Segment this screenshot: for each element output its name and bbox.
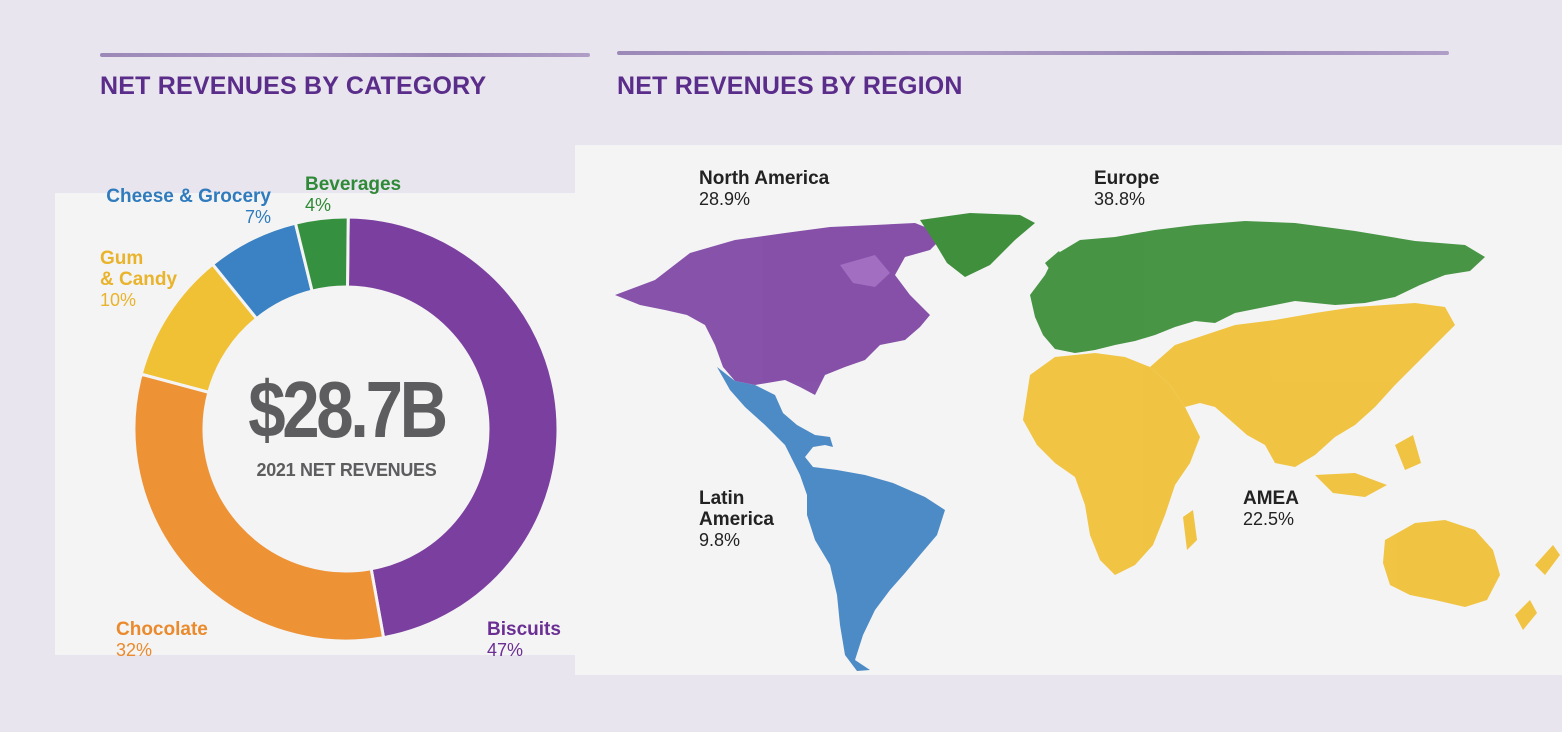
map-amea xyxy=(1023,303,1560,630)
region-label-europe: Europe 38.8% xyxy=(1094,168,1159,209)
map-greenland xyxy=(920,213,1035,277)
region-north-america-pct: 28.9% xyxy=(699,189,751,209)
label-cheese-grocery: Cheese & Grocery 7% xyxy=(98,186,271,227)
label-cheese-grocery-pct: 7% xyxy=(244,207,271,227)
label-biscuits: Biscuits 47% xyxy=(487,619,561,660)
region-label-amea: AMEA 22.5% xyxy=(1243,488,1299,529)
label-biscuits-pct: 47% xyxy=(487,640,524,660)
label-beverages: Beverages 4% xyxy=(305,174,401,215)
map-europe xyxy=(1030,221,1485,353)
label-beverages-pct: 4% xyxy=(305,195,332,215)
region-amea-pct: 22.5% xyxy=(1243,509,1295,529)
region-heading: NET REVENUES BY REGION xyxy=(617,72,963,100)
map-north-america xyxy=(615,223,945,395)
label-gum-candy-name2: & Candy xyxy=(100,269,178,290)
region-label-latin-america: Latin America 9.8% xyxy=(699,488,774,550)
total-revenue-label: 2021 NET REVENUES xyxy=(256,460,437,480)
region-north-america-name: North America xyxy=(699,168,830,189)
region-amea-name: AMEA xyxy=(1243,488,1299,509)
label-gum-candy-pct: 10% xyxy=(100,290,137,310)
label-beverages-name: Beverages xyxy=(305,174,402,195)
label-biscuits-name: Biscuits xyxy=(487,619,561,640)
label-chocolate: Chocolate 32% xyxy=(116,619,208,660)
region-latin-america-name2: America xyxy=(699,509,774,530)
label-chocolate-name: Chocolate xyxy=(116,619,208,640)
region-label-north-america: North America 28.9% xyxy=(699,168,829,209)
region-europe-name: Europe xyxy=(1094,168,1160,189)
total-revenue-value: $28.7B xyxy=(248,365,448,454)
label-gum-candy: Gum & Candy 10% xyxy=(100,248,177,310)
label-cheese-grocery-name: Cheese & Grocery xyxy=(106,186,271,207)
region-world-map xyxy=(615,213,1560,671)
region-europe-pct: 38.8% xyxy=(1094,189,1146,209)
region-heading-rule xyxy=(617,51,1449,55)
label-gum-candy-name1: Gum xyxy=(100,248,144,269)
region-latin-america-pct: 9.8% xyxy=(699,530,741,550)
map-latin-america xyxy=(717,367,945,671)
label-chocolate-pct: 32% xyxy=(116,640,153,660)
category-heading: NET REVENUES BY CATEGORY xyxy=(100,72,487,100)
category-heading-rule xyxy=(100,53,590,57)
region-latin-america-name1: Latin xyxy=(699,488,745,509)
